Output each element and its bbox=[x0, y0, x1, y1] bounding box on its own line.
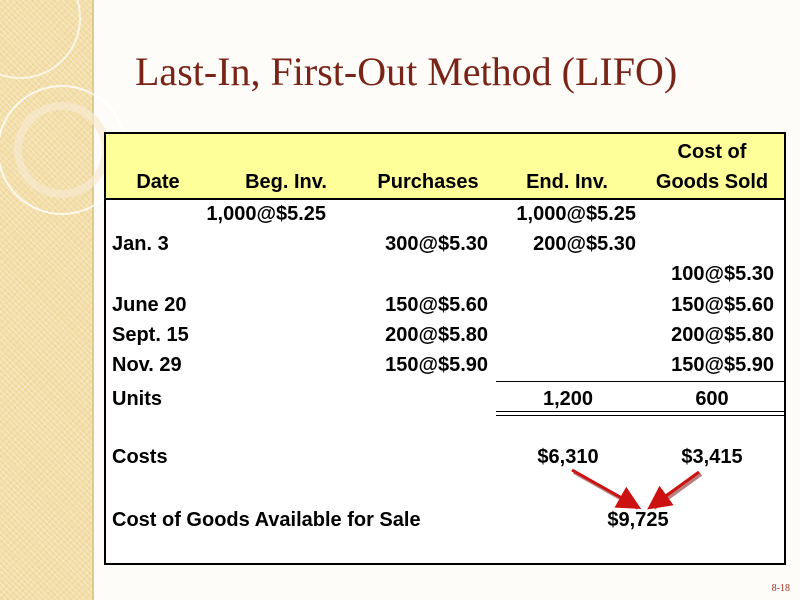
units-label: Units bbox=[112, 388, 162, 410]
available-value: $9,725 bbox=[607, 509, 669, 531]
row2-cogs: 100@$5.30 bbox=[671, 263, 774, 285]
table-header: Date Beg. Inv. Purchases End. Inv. Cost … bbox=[106, 134, 784, 200]
costs-cogs: $3,415 bbox=[681, 446, 743, 468]
row5-cogs: 150@$5.90 bbox=[671, 354, 774, 376]
units-end-inv: 1,200 bbox=[542, 388, 594, 410]
units-cogs: 600 bbox=[695, 388, 729, 410]
costs-end-inv: $6,310 bbox=[537, 446, 599, 468]
slide-number: 8-18 bbox=[771, 583, 790, 594]
row1-purchases: 300@$5.30 bbox=[385, 233, 488, 255]
total-rule-top bbox=[496, 381, 784, 382]
row5-date: Nov. 29 bbox=[112, 354, 182, 376]
row1-end-inv: 200@$5.30 bbox=[533, 233, 636, 255]
arrow-from-end-inv bbox=[571, 468, 642, 509]
header-cogs-line2: Goods Sold bbox=[655, 171, 769, 193]
arrow-from-cogs bbox=[647, 470, 700, 510]
row4-date: Sept. 15 bbox=[112, 324, 189, 346]
row0-beg-inv: 1,000@$5.25 bbox=[206, 203, 326, 225]
row5-purchases: 150@$5.90 bbox=[385, 354, 488, 376]
row3-purchases: 150@$5.60 bbox=[385, 294, 488, 316]
row1-date: Jan. 3 bbox=[112, 233, 169, 255]
row3-cogs: 150@$5.60 bbox=[671, 294, 774, 316]
header-date: Date bbox=[136, 171, 180, 193]
header-end-inv: End. Inv. bbox=[526, 171, 608, 193]
row3-date: June 20 bbox=[112, 294, 187, 316]
decorative-side-strip bbox=[0, 0, 92, 600]
header-purchases: Purchases bbox=[377, 171, 479, 193]
row4-cogs: 200@$5.80 bbox=[671, 324, 774, 346]
row0-end-inv: 1,000@$5.25 bbox=[516, 203, 636, 225]
lifo-table: Date Beg. Inv. Purchases End. Inv. Cost … bbox=[104, 132, 786, 565]
costs-label: Costs bbox=[112, 446, 168, 468]
slide-title: Last-In, First-Out Method (LIFO) bbox=[135, 49, 678, 94]
total-rule-bottom-1 bbox=[496, 411, 784, 412]
available-label: Cost of Goods Available for Sale bbox=[112, 509, 421, 531]
header-beg-inv: Beg. Inv. bbox=[245, 171, 327, 193]
header-cogs-line1: Cost of bbox=[677, 141, 747, 163]
total-rule-bottom-2 bbox=[496, 415, 784, 416]
side-strip-edge bbox=[92, 0, 94, 600]
row4-purchases: 200@$5.80 bbox=[385, 324, 488, 346]
